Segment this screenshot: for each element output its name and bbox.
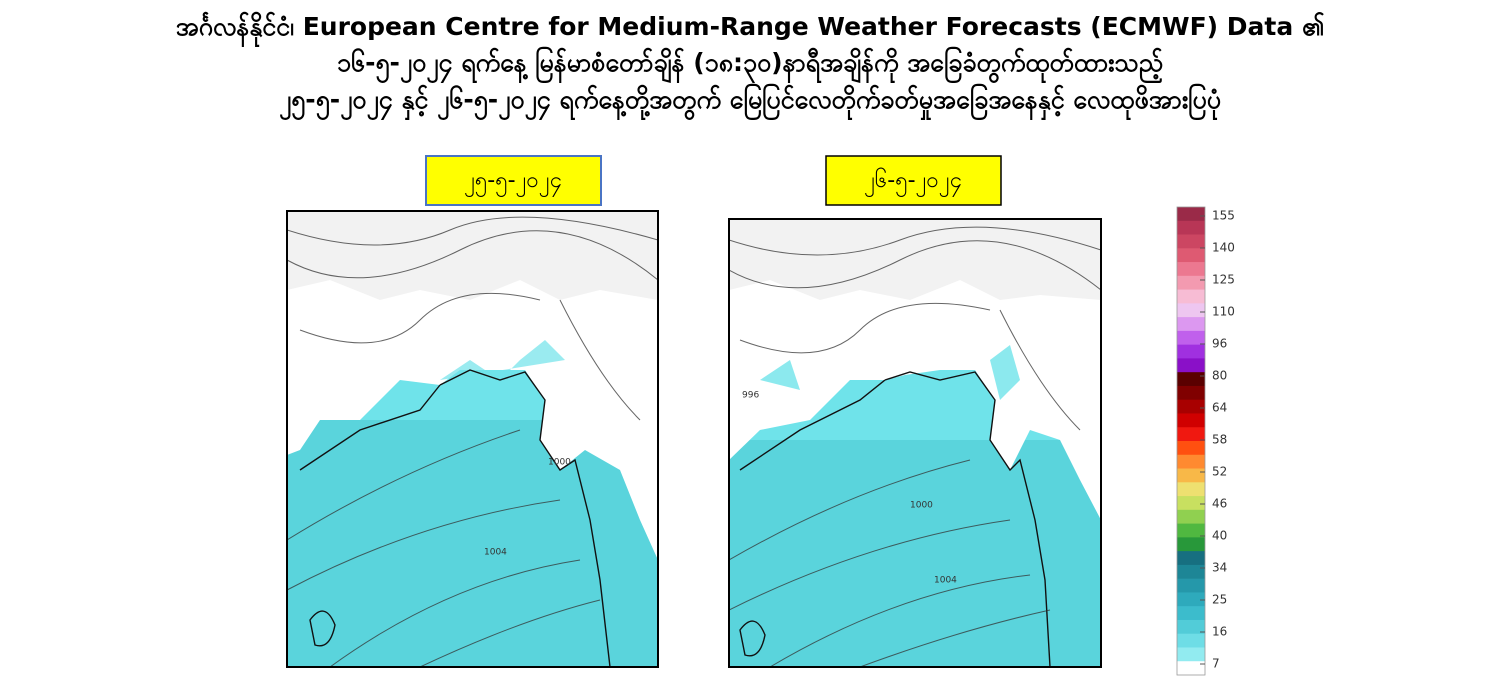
isobar-label: 1004	[934, 576, 957, 586]
colorbar-label: 58	[1212, 433, 1227, 447]
color-segment	[1177, 372, 1205, 387]
isobar-label: 1000	[548, 458, 571, 468]
colorbar-label: 64	[1212, 401, 1227, 415]
color-segment	[1177, 289, 1205, 304]
color-segment	[1177, 234, 1205, 249]
colorbar-label: 7	[1212, 657, 1220, 671]
color-segment	[1177, 619, 1205, 635]
colorbar-label: 40	[1212, 529, 1227, 543]
colorbar-label: 110	[1212, 305, 1235, 319]
colorbar-label: 125	[1212, 273, 1235, 287]
color-segment	[1177, 358, 1205, 373]
color-segment	[1177, 633, 1205, 648]
colorbar-label: 34	[1212, 561, 1227, 575]
colorbar-label: 80	[1212, 369, 1227, 383]
color-segment	[1177, 482, 1205, 497]
title-line: အင်္ဂလန်နိုင်ငံ၊ European Centre for Med…	[176, 12, 1325, 47]
color-segment	[1177, 551, 1205, 566]
colorbar-label: 140	[1212, 241, 1235, 255]
isobar-label: 1000	[910, 501, 933, 511]
color-segment	[1177, 496, 1205, 511]
color-segment	[1177, 248, 1205, 263]
color-segment	[1177, 220, 1205, 235]
color-segment	[1177, 564, 1205, 580]
colorbar-label: 52	[1212, 465, 1227, 479]
title-line: ၁၆-၅-၂၀၂၄ ရက်နေ့ မြန်မာစံတော်ချိန် (၁၈:၃…	[337, 47, 1163, 83]
color-segment	[1177, 606, 1205, 621]
color-segment	[1177, 441, 1205, 456]
color-segment	[1177, 399, 1205, 414]
colorbar-label: 25	[1212, 593, 1227, 607]
color-segment	[1177, 344, 1205, 359]
colorbar-label: 155	[1212, 209, 1235, 223]
date-box	[825, 155, 1002, 206]
color-segment	[1177, 647, 1205, 662]
color-segment	[1177, 317, 1205, 332]
color-segment	[1177, 262, 1205, 277]
colorbar-frame	[1176, 206, 1206, 676]
color-segment	[1177, 509, 1205, 524]
color-segment	[1177, 330, 1205, 346]
colorbar-label: 96	[1212, 337, 1227, 351]
isobar-label: 1004	[484, 548, 507, 558]
color-segment	[1177, 275, 1205, 290]
date-label: ၂၆-၅-၂၀၂၄	[864, 167, 962, 197]
colorbar: 155 140 125 110 96 80 64 58 52 46 40 34 25 16 7	[1176, 206, 1235, 676]
map: 1000 1004	[286, 210, 659, 668]
color-segment	[1177, 207, 1205, 222]
color-segment	[1177, 454, 1205, 469]
color-segment	[1177, 468, 1205, 483]
color-segment	[1177, 413, 1205, 428]
color-segment	[1177, 427, 1205, 442]
date-label: ၂၅-၅-၂၀၂၄	[464, 168, 562, 197]
isobar-label: 996	[742, 391, 759, 401]
color-segment	[1177, 303, 1205, 318]
colorbar-label: 16	[1212, 625, 1227, 639]
color-segment	[1177, 537, 1205, 552]
color-segment	[1177, 523, 1205, 538]
color-segment	[1177, 592, 1205, 607]
title-line: ၂၅-၅-၂၀၂၄ နှင့် ၂၆-၅-၂၀၂၄ ရက်နေ့တို့အတွက…	[279, 84, 1221, 120]
color-segment	[1177, 385, 1205, 401]
color-segment	[1177, 661, 1205, 676]
color-segment	[1177, 578, 1205, 593]
colorbar-label: 46	[1212, 497, 1227, 511]
map: 996 1000 1004	[728, 218, 1102, 668]
date-box	[425, 155, 602, 206]
